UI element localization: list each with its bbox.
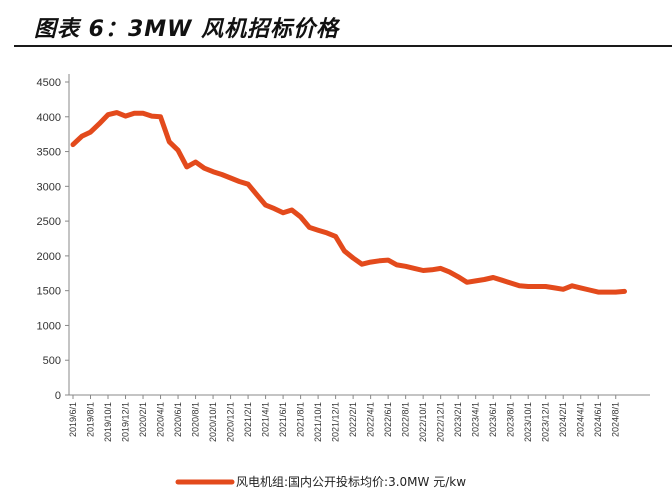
x-tick-label: 2021/10/1	[313, 402, 323, 442]
x-tick-label: 2019/12/1	[121, 402, 131, 442]
x-tick-label: 2020/10/1	[208, 402, 218, 442]
x-tick-label: 2022/6/1	[383, 402, 393, 437]
x-tick-label: 2022/10/1	[418, 402, 428, 442]
x-tick-label: 2020/4/1	[156, 402, 166, 437]
y-tick-label: 2000	[37, 251, 61, 263]
x-tick-label: 2019/6/1	[68, 402, 78, 437]
series-line	[70, 110, 627, 295]
x-tick-label: 2024/8/1	[611, 402, 621, 437]
title-underline	[14, 45, 672, 47]
y-tick-label: 3500	[37, 147, 61, 159]
y-tick-label: 0	[55, 390, 61, 402]
x-tick-label: 2020/6/1	[173, 402, 183, 437]
y-tick-label: 4500	[37, 77, 61, 89]
x-tick-label: 2019/10/1	[103, 402, 113, 442]
x-tick-label: 2024/6/1	[593, 402, 603, 437]
y-tick-label: 1500	[37, 286, 61, 298]
x-tick-label: 2021/2/1	[243, 402, 253, 437]
y-tick-label: 1000	[37, 320, 61, 332]
x-tick-label: 2020/2/1	[138, 402, 148, 437]
x-tick-label: 2021/4/1	[261, 402, 271, 437]
y-tick-label: 3000	[37, 181, 61, 193]
y-tick-label: 500	[43, 355, 61, 367]
legend-label: 风电机组:国内公开投标均价:3.0MW 元/kw	[236, 474, 466, 489]
x-tick-label: 2023/4/1	[471, 402, 481, 437]
y-tick-label: 4000	[37, 112, 61, 124]
y-axis: 0 500 1000 1500 2000 2500 3000 3500 4000 4500	[37, 74, 70, 402]
x-tick-label: 2023/12/1	[541, 402, 551, 442]
x-tick-label: 2023/6/1	[488, 402, 498, 437]
x-tick-label: 2021/6/1	[278, 402, 288, 437]
x-tick-label: 2020/8/1	[191, 402, 201, 437]
x-tick-label: 2022/12/1	[436, 402, 446, 442]
y-tick-label: 2500	[37, 216, 61, 228]
x-tick-label: 2022/8/1	[401, 402, 411, 437]
x-tick-label: 2022/4/1	[366, 402, 376, 437]
legend: 风电机组:国内公开投标均价:3.0MW 元/kw	[175, 474, 466, 489]
x-tick-label: 2021/12/1	[331, 402, 341, 442]
x-axis: 2019/6/1 2019/8/1 2019/10/1 2019/12/1 2020/2…	[68, 394, 650, 442]
chart-title: 图表 6：3MW 风机招标价格	[34, 17, 340, 42]
x-tick-label: 2024/4/1	[576, 402, 586, 437]
x-tick-label: 2024/2/1	[558, 402, 568, 437]
x-tick-label: 2023/8/1	[506, 402, 516, 437]
x-tick-label: 2021/8/1	[296, 402, 306, 437]
x-tick-label: 2023/10/1	[523, 402, 533, 442]
x-tick-label: 2022/2/1	[348, 402, 358, 437]
x-tick-label: 2023/2/1	[453, 402, 463, 437]
plot-area	[70, 110, 627, 295]
x-tick-label: 2020/12/1	[226, 402, 236, 442]
x-tick-label: 2019/8/1	[86, 402, 96, 437]
